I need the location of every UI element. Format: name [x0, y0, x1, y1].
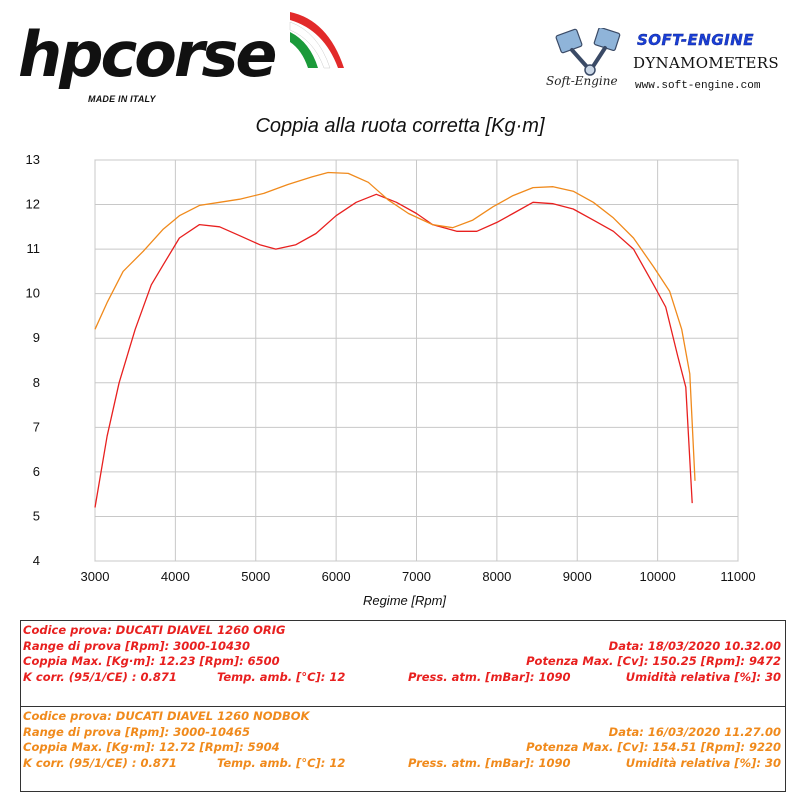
test-max-torque: Coppia Max. [Kg·m]: 12.23 [Rpm]: 6500: [23, 654, 280, 668]
y-tick-label: 13: [26, 152, 40, 167]
soft-engine-logo: SOFT-ENGINE DYNAMOMETERS Soft-Engine www…: [540, 28, 790, 103]
test-max-power: Potenza Max. [Cv]: 150.25 [Rpm]: 9472: [526, 654, 781, 668]
series-line-2: [94, 171, 696, 481]
x-tick-label: 11000: [720, 569, 755, 584]
test-date: Data: 16/03/2020 11.27.00: [608, 724, 781, 739]
test-info-nodbok: Codice prova: DUCATI DIAVEL 1260 NODBOK …: [20, 706, 786, 792]
x-tick-label: 10000: [640, 569, 676, 584]
x-tick-label: 5000: [241, 569, 270, 584]
test-pressure: Press. atm. [mBar]: 1090: [408, 755, 571, 770]
y-tick-label: 6: [33, 464, 40, 479]
torque-chart: 3000 4000 5000 6000 7000 8000 9000 10000 11000 4 5…: [26, 152, 756, 608]
soft-engine-brand: Soft-Engine: [546, 74, 618, 88]
hpcorse-logo-wordmark: hpcorse: [18, 18, 277, 91]
test-humidity: Umidità relativa [%]: 30: [625, 669, 781, 684]
x-tick-label: 6000: [322, 569, 351, 584]
test-temperature: Temp. amb. [°C]: 12: [217, 669, 346, 684]
chart-title: Coppia alla ruota corretta [Kg·m]: [255, 115, 545, 137]
x-tick-label: 8000: [482, 569, 511, 584]
test-k-corr: K corr. (95/1/CE) : 0.871: [23, 669, 177, 684]
test-info-orig: Codice prova: DUCATI DIAVEL 1260 ORIG Ra…: [20, 620, 786, 706]
test-max-torque: Coppia Max. [Kg·m]: 12.72 [Rpm]: 5904: [23, 740, 280, 754]
y-tick-label: 7: [33, 419, 40, 434]
pistons-icon: [555, 28, 621, 76]
test-code: Codice prova: DUCATI DIAVEL 1260 NODBOK: [23, 709, 310, 723]
test-date: Data: 18/03/2020 10.32.00: [608, 638, 781, 653]
y-tick-label: 8: [33, 375, 40, 390]
y-tick-label: 4: [33, 553, 40, 568]
soft-engine-subtitle: DYNAMOMETERS: [633, 54, 779, 72]
hpcorse-logo-tagline: MADE IN ITALY: [88, 94, 156, 104]
y-tick-label: 9: [33, 330, 40, 345]
test-humidity: Umidità relativa [%]: 30: [625, 755, 781, 770]
soft-engine-title: SOFT-ENGINE: [637, 31, 755, 49]
test-range: Range di prova [Rpm]: 3000-10465: [23, 724, 251, 739]
y-tick-label: 11: [27, 241, 41, 256]
test-k-corr: K corr. (95/1/CE) : 0.871: [23, 755, 177, 770]
test-range: Range di prova [Rpm]: 3000-10430: [23, 638, 251, 653]
x-tick-label: 7000: [402, 569, 431, 584]
test-pressure: Press. atm. [mBar]: 1090: [408, 669, 571, 684]
x-tick-label: 4000: [161, 569, 190, 584]
y-tick-label: 10: [26, 286, 40, 301]
x-tick-label: 9000: [563, 569, 592, 584]
test-code: Codice prova: DUCATI DIAVEL 1260 ORIG: [23, 623, 286, 637]
x-axis-label: Regime [Rpm]: [363, 593, 446, 608]
series-line-1: [94, 193, 693, 508]
y-tick-label: 5: [33, 508, 40, 523]
test-max-power: Potenza Max. [Cv]: 154.51 [Rpm]: 9220: [526, 740, 781, 754]
y-tick-label: 12: [26, 197, 40, 212]
hpcorse-logo: hpcorse MADE IN ITALY: [18, 10, 348, 110]
soft-engine-url: www.soft-engine.com: [635, 80, 761, 92]
test-temperature: Temp. amb. [°C]: 12: [217, 755, 346, 770]
x-tick-label: 3000: [81, 569, 110, 584]
italian-flag-swoosh-icon: [289, 12, 344, 69]
